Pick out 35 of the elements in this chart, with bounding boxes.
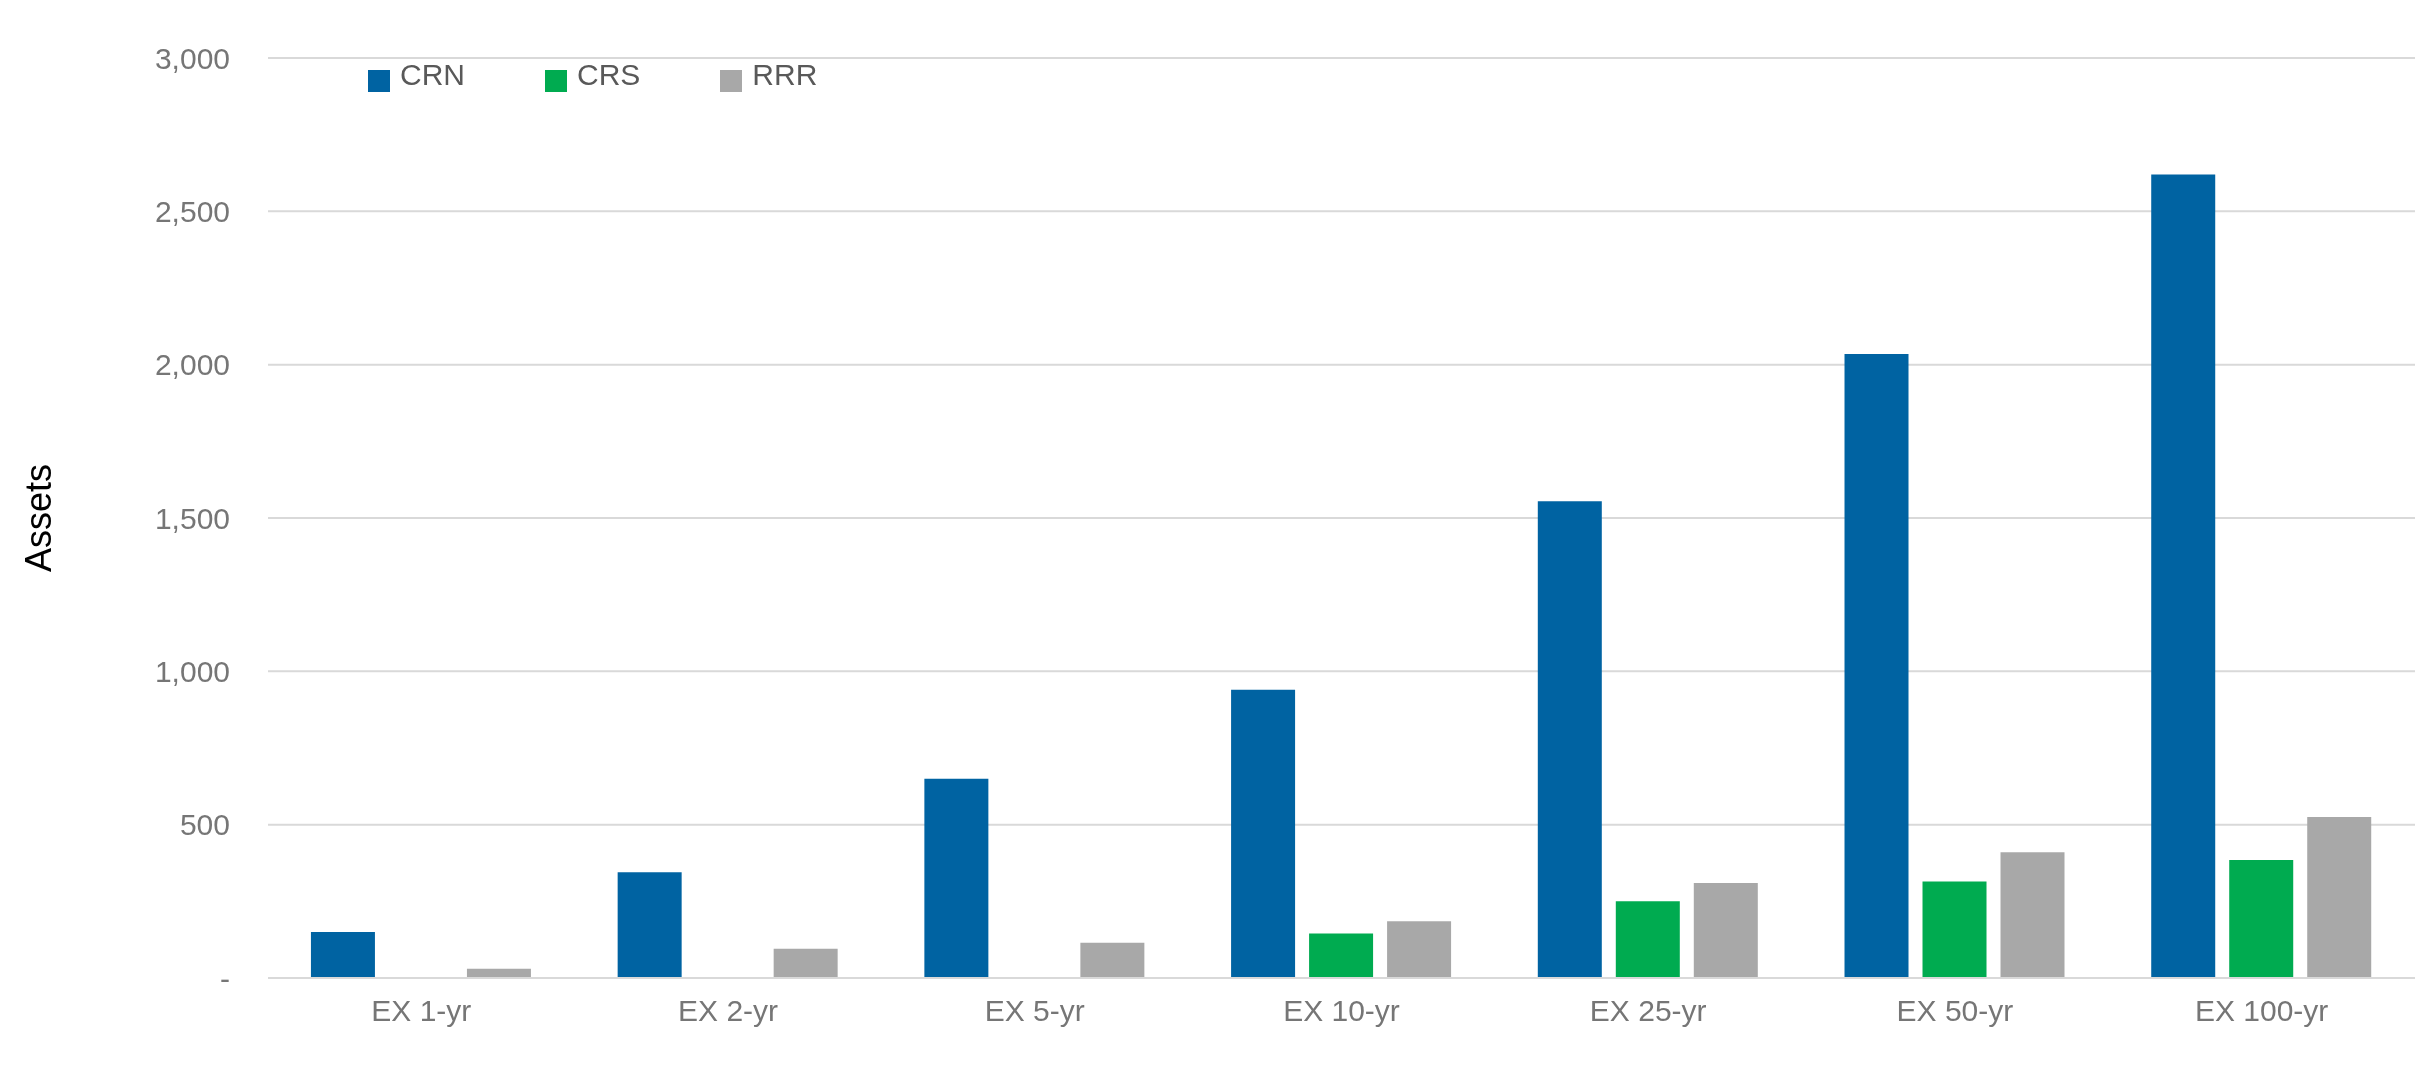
- x-tick-label: EX 1-yr: [371, 994, 472, 1028]
- bar: [1231, 689, 1296, 978]
- legend-label: CRS: [577, 58, 641, 91]
- x-tick-label: EX 100-yr: [2194, 994, 2329, 1028]
- y-tick-label: -: [220, 961, 230, 995]
- bar: [617, 872, 682, 978]
- bar: [1693, 882, 1758, 978]
- y-tick-label: 2,500: [154, 194, 230, 228]
- x-tick-label: EX 2-yr: [678, 994, 779, 1028]
- bar: [310, 932, 375, 978]
- x-tick-label: EX 5-yr: [984, 994, 1085, 1028]
- x-tick-label: EX 50-yr: [1896, 994, 2014, 1028]
- bar: [1844, 353, 1909, 978]
- x-tick-label: EX 25-yr: [1589, 994, 1707, 1028]
- bar: [1615, 901, 1680, 978]
- legend-label: RRR: [752, 58, 818, 91]
- bar: [2000, 852, 2065, 978]
- legend-label: CRN: [400, 58, 465, 91]
- bar: [2307, 817, 2372, 978]
- y-tick-label: 500: [179, 808, 230, 842]
- bar: [773, 948, 838, 978]
- bar: [1537, 501, 1602, 978]
- bar: [1387, 921, 1452, 978]
- y-tick-label: 2,000: [154, 348, 230, 382]
- bar: [924, 778, 989, 978]
- x-tick-label: EX 10-yr: [1283, 994, 1400, 1028]
- y-tick-label: 1,500: [154, 501, 230, 535]
- bar: [1309, 933, 1374, 978]
- y-tick-label: 1,000: [154, 654, 230, 688]
- bar: [2229, 859, 2294, 978]
- y-tick-label: 3,000: [154, 41, 230, 75]
- bar: [1922, 881, 1987, 978]
- bar: [1080, 942, 1145, 978]
- bar: [2151, 174, 2216, 978]
- y-axis-title: Assets: [17, 463, 59, 573]
